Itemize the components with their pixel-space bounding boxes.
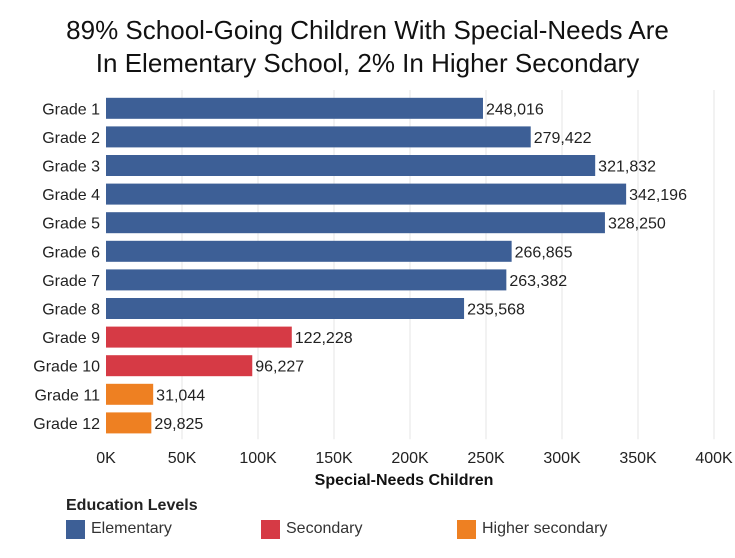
bar [106,298,465,319]
legend-swatch-secondary [261,519,280,539]
bar [106,155,596,176]
bar-value-label: 235,568 [467,302,525,319]
category-label: Grade 6 [42,244,100,261]
category-label: Grade 4 [42,187,100,204]
category-label: Grade 1 [42,101,100,118]
legend-swatch-elementary [66,519,85,539]
bar-chart: 248,016 Grade 1 279,422 Grade 2 321,832 Grade… [33,90,733,489]
bar [106,126,531,148]
bar-value-label: 263,382 [509,273,567,290]
x-tick-label: 100K [239,450,277,467]
category-label: Grade 2 [42,130,100,147]
bar-value-label: 279,422 [534,130,592,147]
bar-value-label: 248,016 [486,101,544,118]
x-tick-label: 300K [543,450,581,467]
bar [106,412,152,434]
bar-value-label: 328,250 [608,216,666,233]
x-tick-label: 400K [695,450,733,467]
bar [106,183,627,205]
bar [106,97,483,119]
legend-item-higher-secondary: Higher secondary [457,519,607,539]
legend-title: Education Levels [66,497,198,514]
x-tick-label: 0K [96,450,116,467]
chart-title: 89% School-Going Children With Special-N… [0,14,735,80]
bar [106,355,253,377]
bar [106,326,292,348]
bar-value-label: 31,044 [156,387,205,404]
legend-label-secondary: Secondary [286,520,363,537]
chart-title-line-1: 89% School-Going Children With Special-N… [66,15,669,45]
x-tick-label: 350K [619,450,657,467]
category-label: Grade 12 [33,416,100,433]
category-label: Grade 5 [42,216,100,233]
category-label: Grade 10 [33,359,100,376]
category-label: Grade 7 [42,273,100,290]
bar [106,383,154,405]
bar-value-label: 96,227 [255,359,304,376]
legend-swatch-higher-secondary [457,519,476,539]
bar [106,240,512,262]
bar [106,269,507,291]
legend-label-higher-secondary: Higher secondary [482,520,608,537]
bar-value-label: 266,865 [515,244,573,261]
category-label: Grade 8 [42,302,100,319]
bar-value-label: 321,832 [598,159,656,176]
legend-item-elementary: Elementary [66,519,172,539]
x-tick-label: 250K [467,450,505,467]
bar-value-label: 29,825 [154,416,203,433]
legend-item-secondary: Secondary [261,519,363,539]
legend-label-elementary: Elementary [91,520,172,537]
x-tick-label: 150K [315,450,353,467]
chart-title-line-2: In Elementary School, 2% In Higher Secon… [95,48,640,78]
x-tick-label: 50K [168,450,197,467]
x-tick-label: 200K [391,450,429,467]
category-label: Grade 11 [34,387,100,404]
bar [106,212,605,234]
category-label: Grade 3 [42,159,100,176]
category-label: Grade 9 [42,330,100,347]
bar-value-label: 122,228 [295,330,353,347]
x-axis-label: Special-Needs Children [315,472,494,489]
bar-value-label: 342,196 [629,187,687,204]
